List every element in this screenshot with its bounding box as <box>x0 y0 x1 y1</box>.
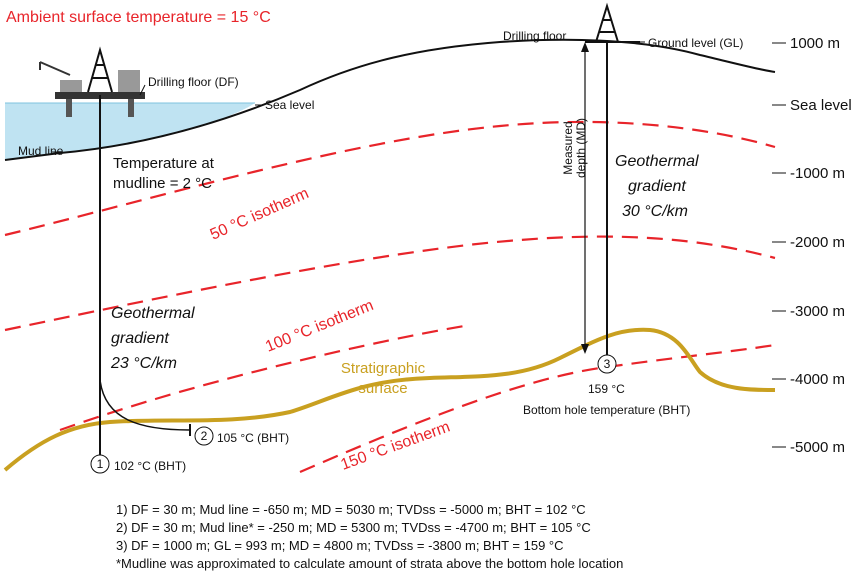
label: Sea level <box>265 98 314 112</box>
well-label: 102 °C (BHT) <box>114 459 186 473</box>
md-arrow <box>581 42 589 354</box>
label: Drilling floor (DF) <box>148 75 239 89</box>
well-label: 159 °C <box>588 382 625 396</box>
label: Drilling floor <box>503 29 566 43</box>
depth-scale-ticks <box>772 43 786 447</box>
well-number: 3 <box>604 357 611 371</box>
label: Measured <box>561 121 575 174</box>
well-note: Bottom hole temperature (BHT) <box>523 403 690 417</box>
label: gradient <box>111 330 169 347</box>
label: mudline = 2 °C <box>113 175 212 192</box>
label: 50 °C isotherm <box>208 185 312 244</box>
label: depth (MD) <box>574 118 588 178</box>
label: gradient <box>628 178 686 195</box>
depth-label: -4000 m <box>790 371 845 388</box>
label: Geothermal <box>111 305 195 322</box>
note: 3) DF = 1000 m; GL = 993 m; MD = 4800 m;… <box>116 538 564 553</box>
label: Stratigraphic <box>341 360 426 377</box>
label: 23 °C/km <box>110 355 177 372</box>
depth-scale: 1000 m Sea level -1000 m -2000 m -3000 m… <box>790 35 852 456</box>
note: *Mudline was approximated to calculate a… <box>116 556 623 571</box>
label: 30 °C/km <box>622 203 688 220</box>
label: Temperature at <box>113 155 215 172</box>
well-number: 1 <box>97 457 104 471</box>
label: Geothermal <box>615 153 699 170</box>
well-label: 105 °C (BHT) <box>217 431 289 445</box>
label: surface <box>358 380 407 397</box>
depth-label: 1000 m <box>790 35 840 52</box>
depth-label: -3000 m <box>790 303 845 320</box>
label: Ground level (GL) <box>648 36 743 50</box>
note: 2) DF = 30 m; Mud line* = -250 m; MD = 5… <box>116 520 591 535</box>
land-rig <box>585 6 640 42</box>
depth-label: -5000 m <box>790 439 845 456</box>
note: 1) DF = 30 m; Mud line = -650 m; MD = 50… <box>116 502 586 517</box>
label: 150 °C isotherm <box>339 418 453 473</box>
depth-label: -2000 m <box>790 234 845 251</box>
title: Ambient surface temperature = 15 °C <box>6 9 271 26</box>
depth-label: -1000 m <box>790 165 845 182</box>
well-number: 2 <box>201 429 208 443</box>
label: Mud line <box>18 144 64 158</box>
depth-label: Sea level <box>790 97 852 114</box>
diagram: Ambient surface temperature = 15 °C Dril… <box>0 0 866 581</box>
